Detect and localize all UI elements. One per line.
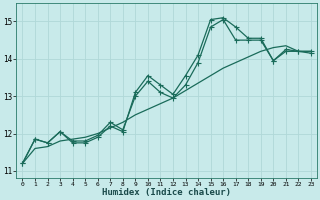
X-axis label: Humidex (Indice chaleur): Humidex (Indice chaleur) bbox=[102, 188, 231, 197]
